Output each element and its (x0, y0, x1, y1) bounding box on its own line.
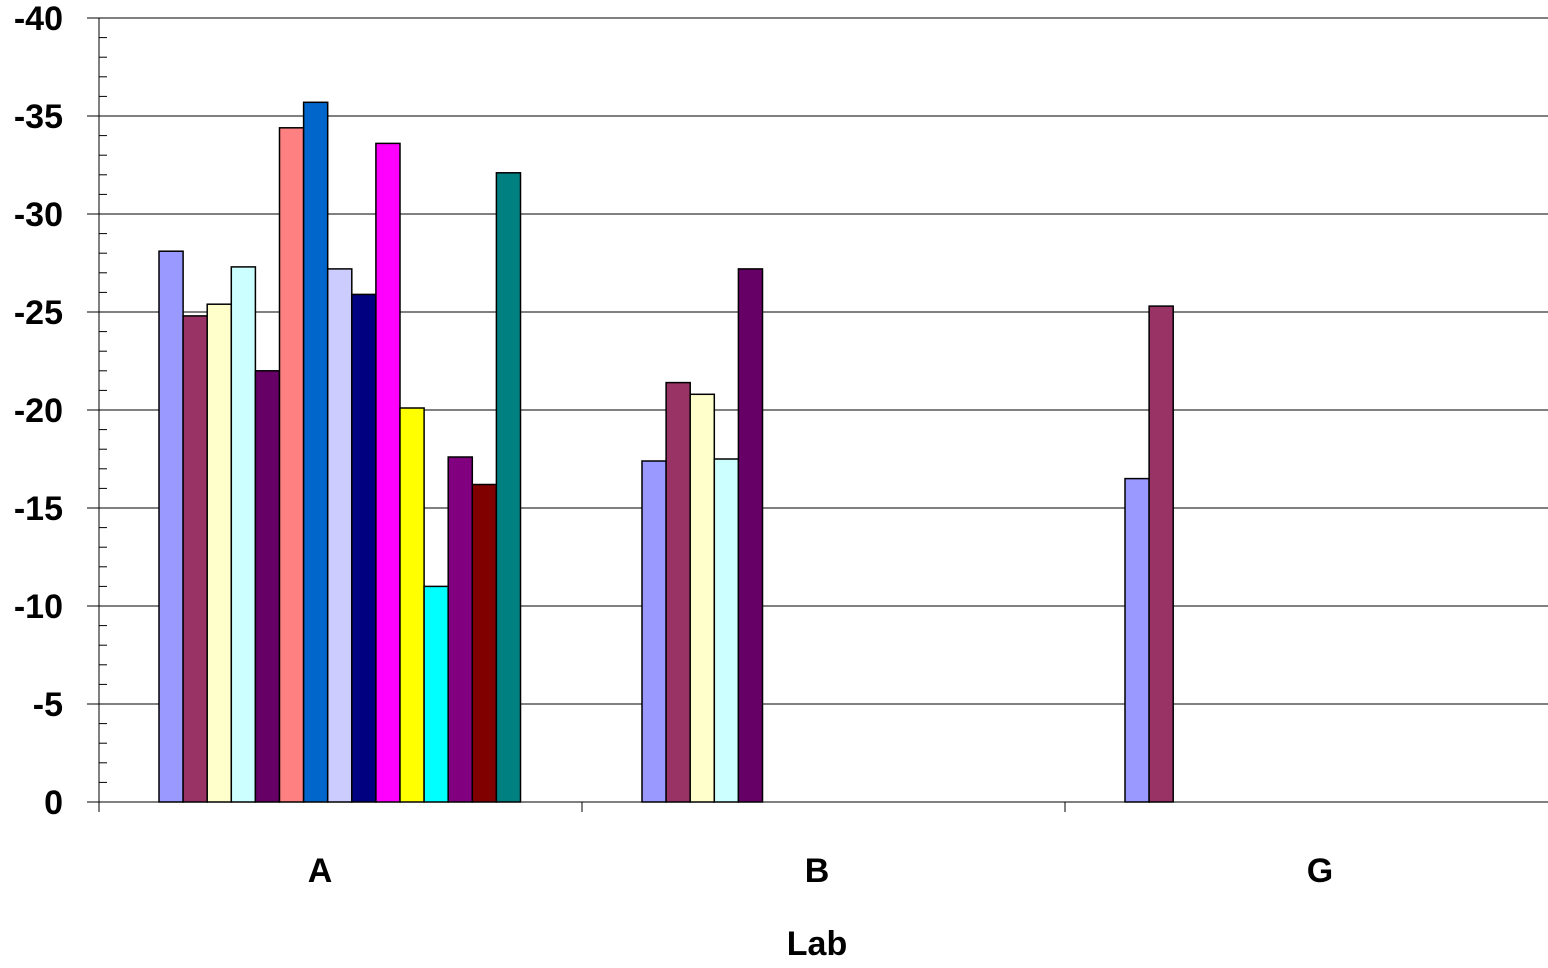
bar-A-14 (471, 483, 498, 803)
y-tick-label: -25 (14, 294, 63, 332)
y-tick-labels: 0 -5 -10 -15 -20 -25 -30 -35 -40 (14, 0, 63, 822)
y-tick-label: -15 (14, 490, 63, 528)
x-tick-label: B (805, 852, 830, 890)
x-tick-label: A (308, 852, 333, 890)
y-tick-label: -5 (33, 686, 63, 724)
axes (87, 17, 1548, 812)
bar-A-1 (158, 250, 184, 803)
bar-A-4 (230, 266, 257, 803)
bar-B-5 (737, 268, 764, 803)
y-tick-label: -10 (14, 588, 63, 626)
bar-A-10 (375, 142, 401, 803)
bar-A-2 (182, 315, 208, 803)
bar-A-8 (326, 268, 353, 803)
bar-G-2 (1148, 305, 1174, 803)
bar-A-7 (302, 101, 329, 803)
bar-A-6 (278, 127, 305, 803)
y-tick-label: -20 (14, 392, 63, 430)
bar-G-1 (1124, 477, 1150, 803)
bar-B-2 (665, 381, 691, 803)
y-tick-label: -40 (14, 0, 63, 38)
bar-A-9 (351, 293, 377, 803)
bar-A-15 (495, 172, 522, 803)
bar-A-3 (206, 303, 233, 803)
x-tick-label: G (1307, 852, 1333, 890)
bar-B-3 (689, 393, 716, 803)
bar-B-4 (713, 458, 740, 803)
bar-A-13 (447, 456, 474, 803)
bars (158, 101, 1174, 803)
x-axis-title: Lab (787, 925, 847, 963)
bar-B-1 (641, 460, 667, 803)
y-tick-label: -30 (14, 196, 63, 234)
y-tick-label: -35 (14, 98, 63, 136)
bar-A-11 (399, 407, 425, 803)
bar-A-5 (254, 370, 281, 803)
y-tick-label: 0 (44, 784, 63, 822)
bar-A-12 (423, 585, 449, 803)
